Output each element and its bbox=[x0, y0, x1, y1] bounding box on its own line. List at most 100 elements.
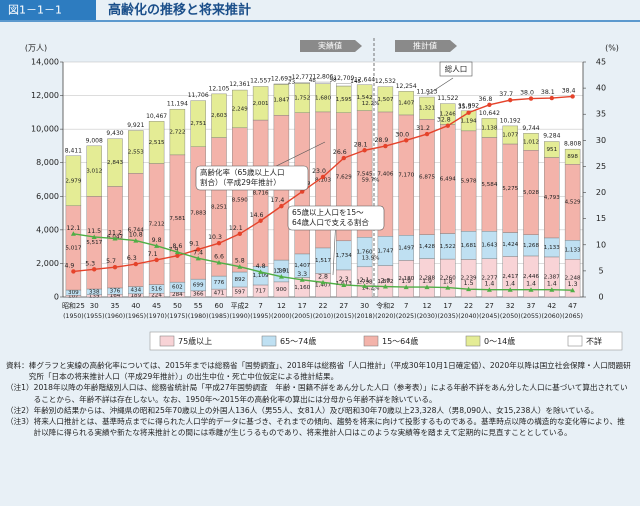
projection-label: 推計値 bbox=[413, 41, 437, 51]
note: （注3） 将来人口推計とは、基準時点までに得られた人口学的データに基づき、それまで… bbox=[6, 416, 632, 438]
line-point bbox=[362, 148, 367, 153]
x-year-label: (1965) bbox=[126, 313, 147, 320]
line-point bbox=[445, 123, 450, 128]
bar-segment bbox=[190, 100, 206, 148]
line-point bbox=[299, 277, 305, 282]
annotation-box bbox=[287, 205, 385, 231]
line-value-label: 11.5 bbox=[87, 228, 101, 235]
note-label: 資料： bbox=[6, 361, 29, 370]
y-tick-label: 6,000 bbox=[36, 192, 59, 201]
bar-value-label: 1,407 bbox=[294, 263, 310, 269]
figure-no-box bbox=[0, 0, 96, 20]
bar-value-label: 699 bbox=[193, 282, 204, 288]
bar-value-label: 284 bbox=[172, 292, 183, 298]
bar-value-label: 2,417 bbox=[502, 274, 518, 280]
total-leader bbox=[426, 77, 454, 96]
note: （注2） 年齢別の結果からは、沖縄県の昭和25年70歳以上の外国人136人（男55… bbox=[6, 405, 632, 416]
x-tick-label: 32 bbox=[506, 302, 515, 310]
x-tick-label: 令和2 bbox=[376, 301, 394, 310]
line-value-label: 12.1 bbox=[67, 225, 81, 232]
y-tick-label: 8,000 bbox=[36, 158, 59, 167]
y2-tick-label: 45 bbox=[596, 58, 606, 67]
y2-tick-label: 0 bbox=[598, 293, 603, 302]
bar-value-label: 516 bbox=[151, 286, 162, 292]
total-label: 11,913 bbox=[417, 89, 438, 96]
bar-segment bbox=[502, 125, 518, 145]
total-label: 10,642 bbox=[479, 110, 500, 117]
bar-value-label: 602 bbox=[172, 285, 183, 291]
bar-value-label: 2,387 bbox=[544, 274, 560, 280]
x-tick-label: 昭和25 bbox=[62, 301, 85, 310]
total-label: 12,777 bbox=[292, 74, 313, 81]
bar-segment bbox=[398, 91, 414, 116]
x-tick-label: 17 bbox=[298, 302, 307, 310]
note-text: 2018年以降の年齢階級別人口は、総務省統計局「平成27年国勢調査 年齢・国籍不… bbox=[33, 383, 628, 404]
line-value-label: 1.3 bbox=[568, 281, 578, 288]
x-tick-label: 27 bbox=[485, 302, 494, 310]
line-value-label: 6.6 bbox=[214, 254, 224, 261]
line-point bbox=[487, 102, 492, 108]
line-point bbox=[258, 218, 263, 223]
x-year-label: (2005) bbox=[292, 313, 313, 320]
line-point bbox=[279, 203, 284, 209]
line-point bbox=[383, 143, 388, 149]
line-value-label: 23.0 bbox=[312, 168, 326, 175]
bar-value-label: 1,522 bbox=[440, 244, 456, 250]
line-value-label: 4.8 bbox=[256, 263, 266, 270]
bar-value-label: 2,751 bbox=[190, 121, 206, 127]
total-label: 10,467 bbox=[146, 113, 167, 120]
x-year-label: (2035) bbox=[438, 313, 459, 320]
bar-value-label: 717 bbox=[255, 288, 266, 294]
bar-value-label: 1,428 bbox=[419, 244, 435, 250]
bar-value-label: 8,716 bbox=[253, 191, 269, 197]
actual-arrow bbox=[300, 40, 362, 52]
line-value-label: 2.1 bbox=[360, 277, 370, 284]
bar-value-label: 139 bbox=[89, 293, 100, 299]
line-value-label: 9.8 bbox=[152, 237, 162, 244]
line-value-label: 28.9 bbox=[375, 137, 389, 144]
y2-unit: (%) bbox=[605, 44, 619, 53]
bar-value-label: 6,875 bbox=[419, 174, 435, 180]
line-point bbox=[70, 231, 76, 236]
line-point bbox=[112, 265, 118, 270]
note: 資料： 棒グラフと実線の高齢化率については、2015年までは総務省「国勢調査」、2… bbox=[6, 360, 632, 382]
total-label: 9,430 bbox=[106, 130, 123, 137]
line-point bbox=[237, 231, 242, 237]
y-tick-label: 4,000 bbox=[36, 225, 59, 234]
bar-value-label: 309 bbox=[68, 290, 79, 296]
annotation-text: 64歳人口で支える割合 bbox=[292, 217, 369, 227]
line-point bbox=[570, 94, 575, 99]
bar-value-label: 5,275 bbox=[502, 186, 518, 192]
x-year-label: (1995) bbox=[250, 313, 271, 320]
x-year-label: (2055) bbox=[521, 313, 542, 320]
bar-value-label: 7,629 bbox=[336, 174, 352, 180]
bar-value-label: 1,077 bbox=[502, 132, 518, 138]
bar-segment bbox=[294, 82, 310, 84]
legend-label: 65～74歳 bbox=[280, 336, 316, 346]
bar-value-label: 597 bbox=[234, 289, 245, 295]
bar-value-label: 1,133 bbox=[544, 245, 560, 251]
x-year-label: (2010) bbox=[313, 313, 334, 320]
bar-value-label: 1,542 bbox=[357, 95, 373, 101]
line-value-label: 26.6 bbox=[333, 149, 347, 156]
y-tick-label: 2,000 bbox=[36, 259, 59, 268]
bar-value-label: 338 bbox=[89, 289, 100, 295]
bar-value-label: 8,103 bbox=[315, 177, 331, 183]
bar-value-label: 7,170 bbox=[398, 173, 414, 179]
line-value-label: 1.5 bbox=[464, 280, 474, 287]
line-value-label: 17.4 bbox=[271, 197, 285, 204]
bar-value-label: 2,180 bbox=[398, 276, 414, 282]
share-label: 13.9% bbox=[362, 256, 380, 262]
line-value-label: 12.1 bbox=[229, 225, 243, 232]
bar-segment bbox=[169, 108, 186, 156]
legend-label: 15～64歳 bbox=[382, 336, 418, 346]
x-tick-label: 60 bbox=[215, 302, 224, 310]
legend-swatch bbox=[363, 335, 379, 347]
bar-value-label: 48 bbox=[309, 78, 317, 84]
x-year-label: (2020) bbox=[375, 313, 396, 320]
y-tick-label: 0 bbox=[54, 293, 59, 302]
annotation-text: 高齢化率（65歳以上人口 bbox=[200, 167, 285, 177]
x-tick-label: 42 bbox=[547, 302, 556, 310]
line-point bbox=[278, 274, 284, 279]
